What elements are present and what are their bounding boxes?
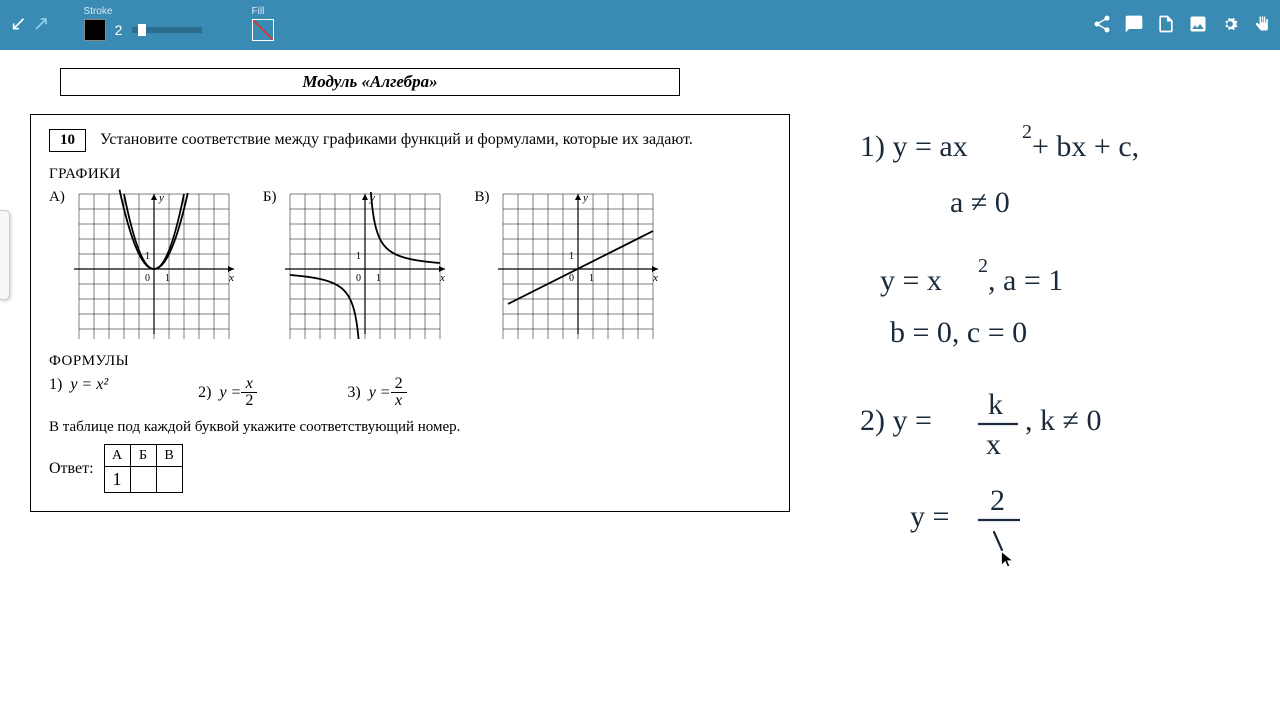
- svg-text:0: 0: [145, 273, 150, 284]
- svg-text:1: 1: [145, 251, 150, 262]
- side-panel-handle[interactable]: [0, 210, 10, 300]
- svg-text:1: 1: [569, 251, 574, 262]
- formula-row: 1) y = x² 2) y = x 2 3) y =: [49, 376, 771, 409]
- image-icon[interactable]: [1188, 14, 1208, 37]
- svg-text:2: 2: [1022, 121, 1032, 143]
- hand-icon[interactable]: [1252, 14, 1272, 37]
- instruction-note: В таблице под каждой буквой укажите соот…: [49, 419, 771, 436]
- graph-c: x y 0 1 1: [493, 189, 663, 339]
- svg-text:x: x: [986, 428, 1001, 461]
- answer-label: Ответ:: [49, 460, 94, 478]
- problem-prompt: Установите соответствие между графиками …: [100, 129, 693, 151]
- svg-text:b = 0, c = 0: b = 0, c = 0: [890, 316, 1027, 349]
- svg-text:+ bx + c,: + bx + c,: [1032, 130, 1139, 163]
- svg-text:x: x: [439, 272, 445, 284]
- whiteboard-canvas[interactable]: Модуль «Алгебра» 10 Установите соответст…: [0, 50, 1280, 720]
- svg-text:1: 1: [356, 251, 361, 262]
- svg-text:2: 2: [990, 484, 1005, 517]
- whiteboard-toolbar: ↙ ↗ Stroke 2 Fill: [0, 0, 1280, 50]
- problem-number: 10: [49, 129, 86, 152]
- svg-text:1: 1: [165, 273, 170, 284]
- gear-icon[interactable]: [1220, 14, 1240, 37]
- fill-color-swatch[interactable]: [252, 19, 274, 41]
- handwritten-notes: 1) y = ax 2 + bx + c, a ≠ 0 y = x 2 , a …: [860, 120, 1260, 680]
- svg-text:1: 1: [376, 273, 381, 284]
- mouse-cursor-icon: [1000, 550, 1015, 570]
- expand-icon[interactable]: ↗: [33, 11, 50, 36]
- graph-letter-c: В): [474, 189, 489, 206]
- share-icon[interactable]: [1092, 14, 1112, 37]
- svg-text:1) y = ax: 1) y = ax: [860, 130, 968, 163]
- collapse-icon[interactable]: ↙: [10, 11, 27, 36]
- chat-icon[interactable]: [1124, 14, 1144, 37]
- svg-text:2) y =: 2) y =: [860, 404, 932, 437]
- graph-letter-a: А): [49, 189, 65, 206]
- stroke-label: Stroke: [84, 6, 113, 17]
- document-icon[interactable]: [1156, 14, 1176, 37]
- graph-b: x y 0 1 1: [280, 189, 450, 339]
- svg-text:y = x: y = x: [880, 264, 942, 297]
- answer-table: А Б В 1: [104, 444, 183, 493]
- svg-text:, a = 1: , a = 1: [988, 264, 1063, 297]
- graph-a: x y 0 1 1: [69, 189, 239, 339]
- svg-text:y: y: [582, 192, 588, 204]
- svg-text:k: k: [988, 388, 1003, 421]
- graphs-section-label: ГРАФИКИ: [49, 166, 771, 183]
- svg-text:y =: y =: [910, 500, 949, 533]
- svg-text:0: 0: [569, 273, 574, 284]
- formulas-section-label: ФОРМУЛЫ: [49, 353, 771, 370]
- stroke-color-swatch[interactable]: [84, 19, 106, 41]
- stroke-width-value: 2: [112, 22, 126, 38]
- svg-text:y: y: [158, 192, 164, 204]
- svg-text:a ≠ 0: a ≠ 0: [950, 186, 1010, 219]
- svg-text:x: x: [652, 272, 658, 284]
- svg-text:0: 0: [356, 273, 361, 284]
- svg-text:, k ≠ 0: , k ≠ 0: [1025, 404, 1101, 437]
- problem-box: 10 Установите соответствие между графика…: [30, 114, 790, 512]
- svg-text:2: 2: [978, 255, 988, 277]
- module-title: Модуль «Алгебра»: [60, 68, 680, 96]
- fill-label: Fill: [252, 6, 265, 17]
- svg-text:1: 1: [589, 273, 594, 284]
- worksheet: Модуль «Алгебра» 10 Установите соответст…: [30, 68, 820, 512]
- svg-text:x: x: [228, 272, 234, 284]
- graph-letter-b: Б): [263, 189, 277, 206]
- stroke-width-slider[interactable]: [132, 27, 202, 33]
